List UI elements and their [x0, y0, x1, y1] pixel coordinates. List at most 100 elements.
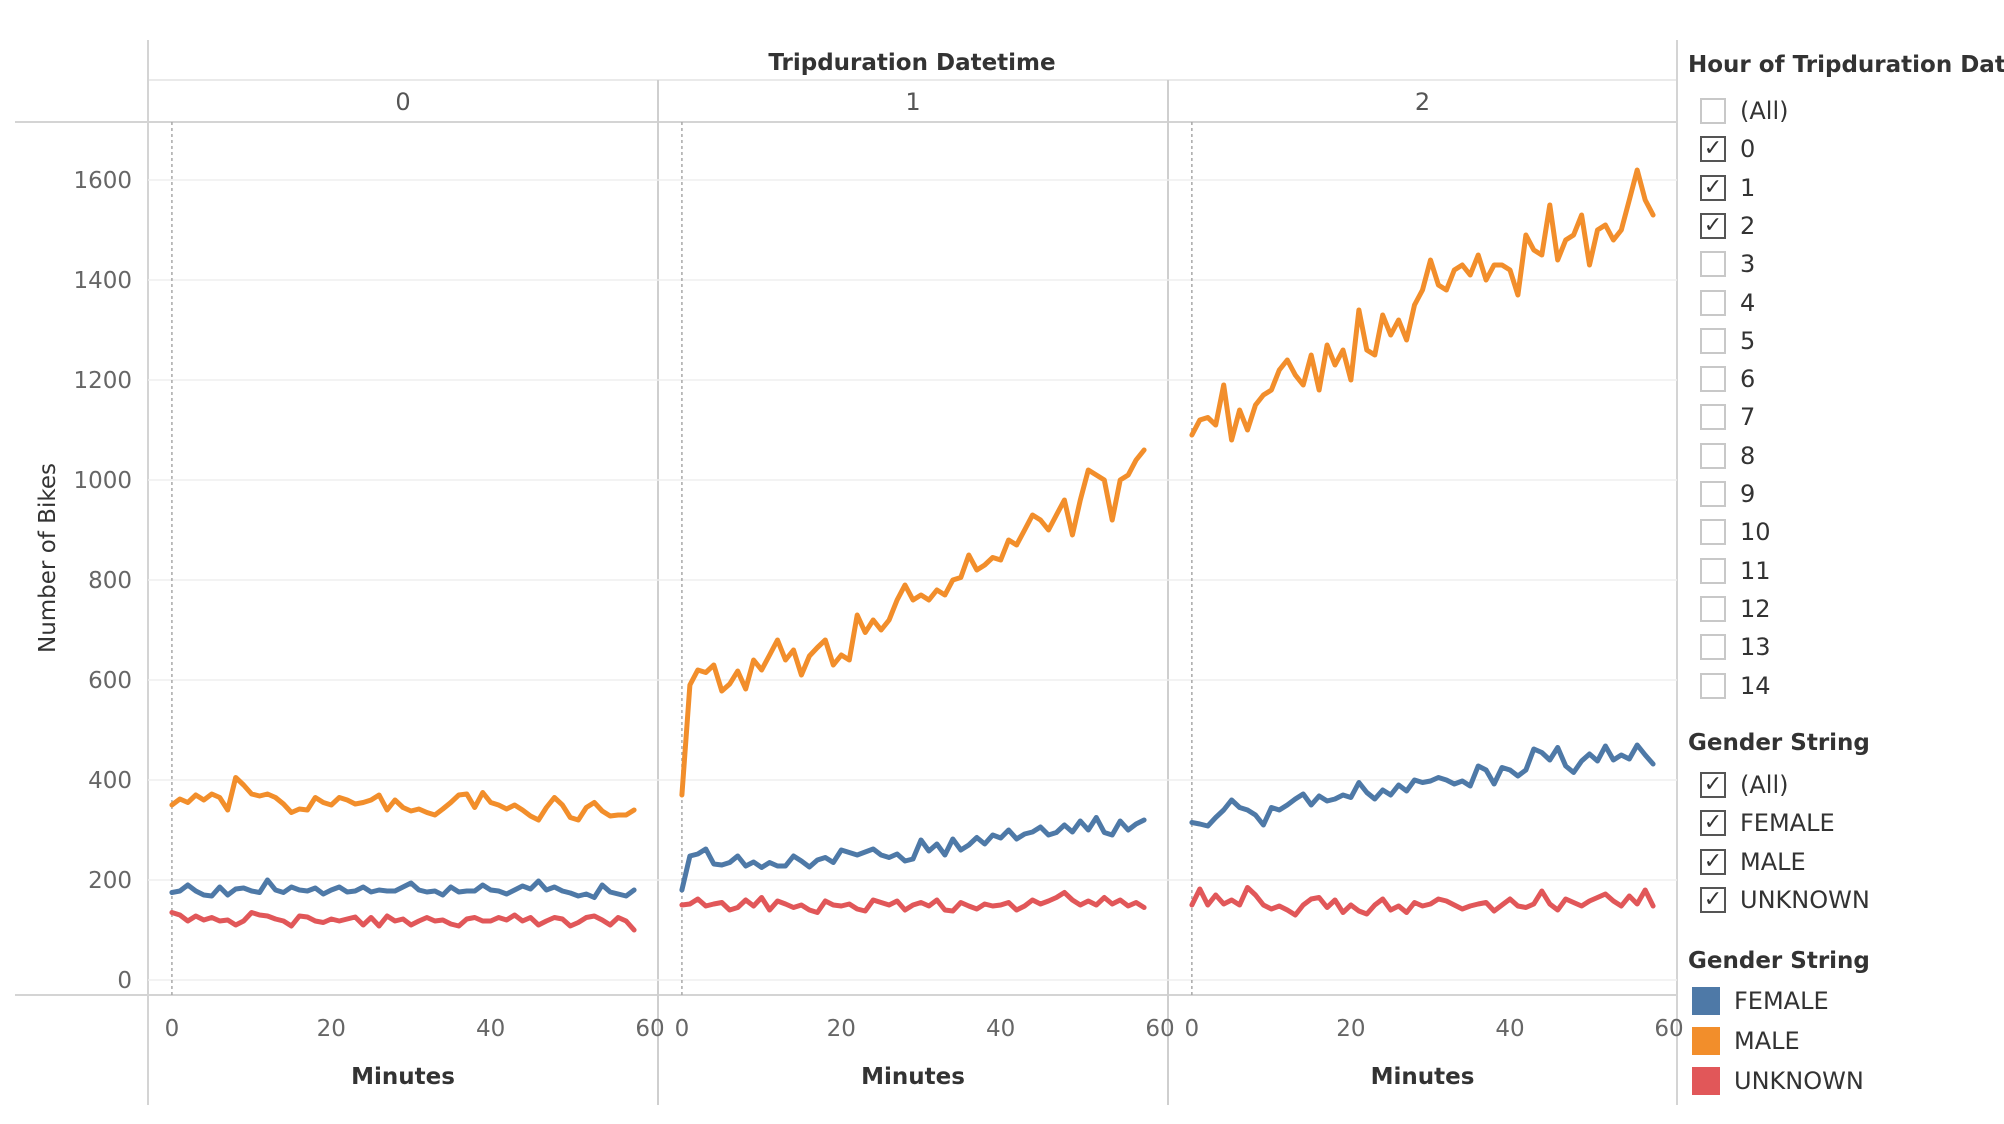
checkbox-unchecked-icon[interactable] — [1700, 289, 1726, 316]
filter-item[interactable]: 9 — [1700, 479, 1755, 509]
filter-item[interactable]: 12 — [1700, 594, 1771, 624]
filter-item[interactable]: ✓ UNKNOWN — [1700, 885, 1870, 915]
filter-item-label: 8 — [1740, 441, 1756, 470]
hour-filter-title: Hour of Tripduration Dat.. — [1688, 52, 2004, 78]
panel-header: 1 — [905, 88, 920, 116]
filter-item-label: 7 — [1740, 403, 1756, 432]
legend-item-unknown[interactable]: UNKNOWN — [1692, 1066, 1864, 1096]
y-tick-label: 1400 — [73, 268, 132, 294]
legend-item-female[interactable]: FEMALE — [1692, 986, 1829, 1016]
filter-item[interactable]: ✓ 2 — [1700, 211, 1755, 241]
checkbox-unchecked-icon[interactable] — [1700, 481, 1726, 507]
checkbox-unchecked-icon[interactable] — [1700, 327, 1726, 354]
checkbox-unchecked-icon[interactable] — [1700, 442, 1726, 469]
series-line-unknown-panel-0 — [169, 910, 637, 933]
x-tick-label: 0 — [165, 1016, 180, 1042]
filter-item[interactable]: 8 — [1700, 441, 1755, 471]
x-tick-label: 20 — [1336, 1016, 1365, 1042]
x-tick-label: 20 — [317, 1016, 346, 1042]
series-line-unknown-panel-2 — [1189, 885, 1656, 918]
filter-item[interactable]: ✓ (All) — [1700, 770, 1788, 800]
x-tick-label: 60 — [635, 1016, 664, 1042]
series-line-male-panel-2 — [1189, 167, 1656, 443]
legend-item-male[interactable]: MALE — [1692, 1026, 1800, 1056]
filter-item[interactable]: 6 — [1700, 364, 1755, 394]
legend-swatch — [1692, 1027, 1720, 1055]
series-line-female-panel-0 — [169, 877, 637, 900]
filter-item-label: 0 — [1740, 135, 1756, 164]
checkbox-unchecked-icon[interactable] — [1700, 404, 1726, 431]
filter-item[interactable]: 11 — [1700, 556, 1771, 586]
filter-item[interactable]: 14 — [1700, 671, 1771, 701]
checkbox-unchecked-icon[interactable] — [1700, 672, 1726, 699]
filter-item-label: 5 — [1740, 326, 1756, 355]
legend-label: UNKNOWN — [1734, 1067, 1864, 1095]
panel-header: 2 — [1415, 88, 1430, 116]
filter-item-label: 12 — [1740, 594, 1771, 623]
filter-item-label: 3 — [1740, 250, 1756, 279]
checkbox-checked-icon[interactable]: ✓ — [1700, 174, 1726, 201]
x-tick-label: 0 — [675, 1016, 690, 1042]
filter-item-label: 13 — [1740, 633, 1771, 662]
gender-filter-title: Gender String — [1688, 730, 1870, 756]
filter-item[interactable]: ✓ FEMALE — [1700, 808, 1835, 838]
filter-item-label: 4 — [1740, 288, 1756, 317]
checkbox-unchecked-icon[interactable] — [1700, 557, 1726, 584]
checkbox-checked-icon[interactable]: ✓ — [1700, 136, 1726, 163]
filter-item-label: UNKNOWN — [1740, 885, 1870, 914]
series-line-unknown-panel-1 — [679, 890, 1147, 915]
filter-item-label: 14 — [1740, 671, 1771, 700]
y-tick-label: 200 — [88, 868, 132, 894]
legend-swatch — [1692, 1067, 1720, 1095]
filter-item-label: (All) — [1740, 97, 1789, 125]
y-tick-label: 400 — [88, 768, 132, 794]
y-tick-label: 1000 — [73, 468, 132, 494]
filter-item[interactable]: ✓ 0 — [1700, 134, 1755, 164]
hour-filter-list[interactable]: (All) ✓ 0 ✓ 1 ✓ 2 3 4 5 6 7 8 9 10 11 12 13 14 — [1700, 92, 2000, 710]
filter-item[interactable]: 10 — [1700, 517, 1771, 547]
filter-item-label: 2 — [1740, 211, 1756, 240]
checkbox-unchecked-icon[interactable] — [1700, 595, 1726, 622]
checkbox-checked-icon[interactable]: ✓ — [1700, 810, 1726, 837]
y-tick-label: 1600 — [73, 168, 132, 194]
legend-label: FEMALE — [1734, 987, 1829, 1015]
x-axis-label: Minutes — [861, 1064, 965, 1090]
x-tick-label: 60 — [1145, 1016, 1174, 1042]
filter-item[interactable]: 13 — [1700, 632, 1771, 662]
filter-item[interactable]: (All) — [1700, 96, 1788, 126]
facet-title: Tripduration Datetime — [768, 50, 1055, 76]
series-line-female-panel-1 — [679, 815, 1147, 893]
filter-item[interactable]: 4 — [1700, 288, 1755, 318]
x-tick-label: 40 — [1495, 1016, 1524, 1042]
filter-item[interactable]: 5 — [1700, 326, 1755, 356]
filter-item[interactable]: 7 — [1700, 402, 1755, 432]
legend-label: MALE — [1734, 1027, 1800, 1055]
x-axis-label: Minutes — [351, 1064, 455, 1090]
filter-item-label: 9 — [1740, 480, 1756, 508]
filter-item[interactable]: 3 — [1700, 249, 1755, 279]
filter-item-label: 10 — [1740, 518, 1771, 547]
checkbox-unchecked-icon[interactable] — [1700, 366, 1726, 393]
x-tick-label: 60 — [1654, 1016, 1683, 1042]
checkbox-checked-icon[interactable]: ✓ — [1700, 886, 1726, 913]
y-tick-label: 800 — [88, 568, 132, 594]
y-tick-label: 600 — [88, 668, 132, 694]
filter-item[interactable]: ✓ 1 — [1700, 173, 1755, 203]
checkbox-checked-icon[interactable]: ✓ — [1700, 212, 1726, 239]
checkbox-unchecked-icon[interactable] — [1700, 251, 1726, 278]
x-tick-label: 20 — [827, 1016, 856, 1042]
x-axis-label: Minutes — [1371, 1064, 1475, 1090]
filter-item[interactable]: ✓ MALE — [1700, 847, 1806, 877]
checkbox-unchecked-icon[interactable] — [1700, 98, 1726, 124]
checkbox-unchecked-icon[interactable] — [1700, 634, 1726, 661]
checkbox-checked-icon[interactable]: ✓ — [1700, 848, 1726, 875]
color-legend-title: Gender String — [1688, 948, 1870, 974]
series-line-female-panel-2 — [1189, 742, 1656, 829]
y-tick-label: 1200 — [73, 368, 132, 394]
checkbox-unchecked-icon[interactable] — [1700, 519, 1726, 546]
checkbox-checked-icon[interactable]: ✓ — [1700, 772, 1726, 798]
series-line-male-panel-0 — [169, 775, 637, 823]
filter-item-label: MALE — [1740, 847, 1806, 876]
x-tick-label: 40 — [476, 1016, 505, 1042]
